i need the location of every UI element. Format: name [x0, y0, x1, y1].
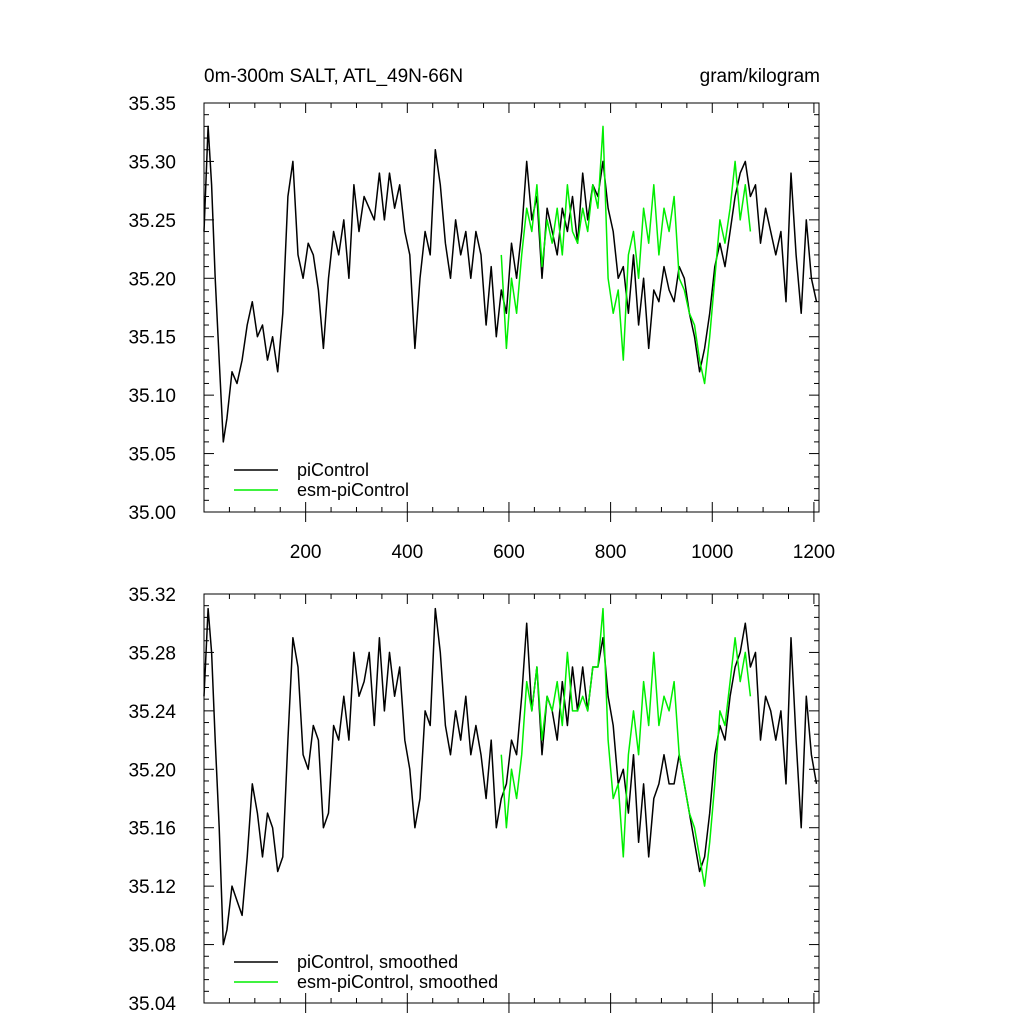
y-tick-label: 35.32 [128, 585, 176, 606]
bottom-panel: 35.04 35.08 35.12 35.16 35.20 35.24 35.28 35.32… [128, 585, 820, 1015]
series-line-esm-picontrol [500, 125, 752, 385]
y-tick-label: 35.25 [128, 211, 176, 232]
top-panel-legend: piControl esm-piControl [234, 460, 409, 500]
y-tick-label: 35.00 [128, 503, 176, 524]
x-tick-label: 800 [595, 542, 627, 563]
x-tick-label: 600 [493, 542, 525, 563]
bottom-panel-series [203, 607, 818, 946]
series-line-picontrol-smoothed [203, 607, 818, 946]
top-panel: 0m-300m SALT, ATL_49N-66N gram/kilogram … [128, 66, 835, 563]
legend-label-picontrol-smoothed: piControl, smoothed [297, 952, 458, 972]
y-tick-label: 35.20 [128, 269, 176, 290]
top-panel-units: gram/kilogram [700, 66, 820, 87]
top-panel-frame [203, 102, 820, 513]
y-tick-label: 35.28 [128, 643, 176, 664]
y-tick-label: 35.08 [128, 936, 176, 957]
top-panel-series [203, 125, 818, 443]
top-panel-ticks: 35.00 35.05 35.10 35.15 35.20 35.25 35.30 35.35… [128, 94, 835, 563]
series-line-picontrol [203, 125, 818, 443]
y-tick-label: 35.30 [128, 152, 176, 173]
legend-label-picontrol: piControl [297, 460, 369, 480]
bottom-panel-legend: piControl, smoothed esm-piControl, smoot… [234, 952, 498, 992]
x-tick-label: 1000 [691, 542, 733, 563]
series-line-esm-picontrol-smoothed [500, 607, 752, 887]
x-tick-label: 400 [391, 542, 423, 563]
legend-label-esm-picontrol: esm-piControl [297, 480, 409, 500]
y-tick-label: 35.04 [128, 994, 176, 1015]
y-tick-label: 35.10 [128, 386, 176, 407]
bottom-panel-ticks: 35.04 35.08 35.12 35.16 35.20 35.24 35.28 35.32 [128, 585, 819, 1015]
y-tick-label: 35.05 [128, 445, 176, 466]
y-tick-label: 35.24 [128, 702, 176, 723]
y-tick-label: 35.20 [128, 760, 176, 781]
x-tick-label: 1200 [793, 542, 835, 563]
y-tick-label: 35.12 [128, 877, 176, 898]
y-tick-label: 35.15 [128, 328, 176, 349]
y-tick-label: 35.16 [128, 819, 176, 840]
top-panel-title: 0m-300m SALT, ATL_49N-66N [204, 66, 463, 87]
y-tick-label: 35.35 [128, 94, 176, 115]
x-tick-label: 200 [290, 542, 322, 563]
legend-label-esm-picontrol-smoothed: esm-piControl, smoothed [297, 972, 498, 992]
bottom-panel-frame [203, 593, 820, 1004]
